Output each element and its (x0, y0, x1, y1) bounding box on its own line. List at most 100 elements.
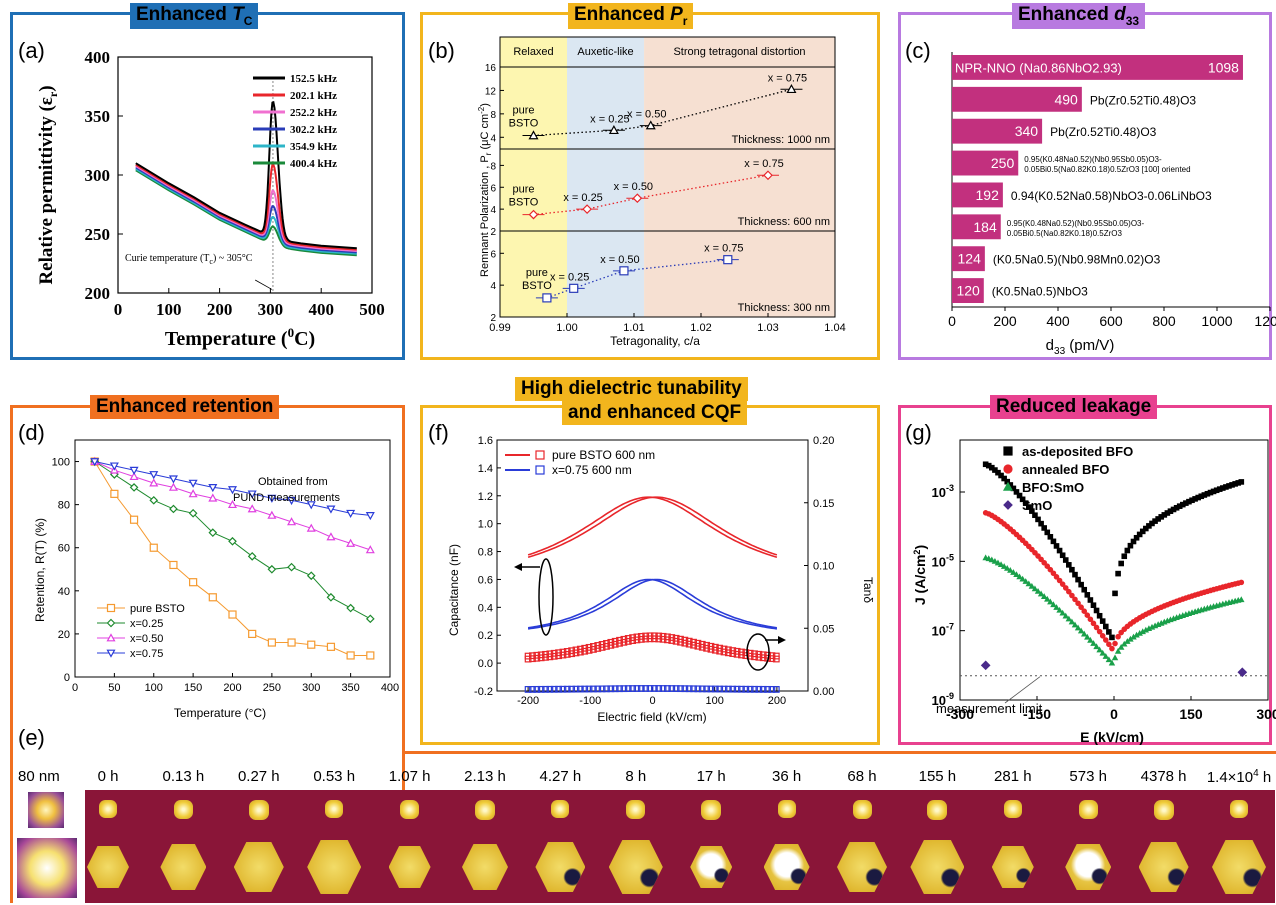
chart-f-xtick-label: 0 (649, 695, 655, 707)
chart-c-bar-material: 0.95(K0.48Na0.52)(Nb0.95Sb0.05)O3- (1007, 219, 1145, 228)
chart-f-tan-point (581, 685, 589, 693)
chart-g-point (1038, 556, 1044, 563)
panel-b-label: (b) (428, 38, 455, 63)
pfm-time-label: 68 h (847, 768, 877, 785)
chart-c-bar-material: (K0.5Na0.5)NbO3 (992, 285, 1088, 299)
chart-f-tan-point (581, 647, 589, 655)
chart-g-point (1109, 645, 1115, 652)
chart-f-tan-point (764, 685, 771, 693)
chart-g-point (1117, 643, 1125, 650)
chart-f-legend-label: x=0.75 600 nm (552, 463, 632, 477)
chart-g-point (1081, 630, 1088, 637)
chart-d-point (168, 482, 178, 491)
pfm-time-label: 0.27 h (237, 768, 280, 785)
chart-f-tan-point (759, 685, 767, 693)
chart-b-point (569, 283, 579, 293)
chart-d-point (267, 510, 277, 519)
chart-b-ytick-label: 2 (490, 313, 496, 324)
chart-f-arrowhead-left (514, 563, 522, 571)
pfm-domain-small (1153, 800, 1174, 820)
panel-d-label: (d) (18, 420, 45, 445)
chart-a-series-line (135, 166, 357, 254)
chart-d-point (306, 523, 316, 532)
chart-a-series-line (135, 163, 357, 251)
chart-g-point (1084, 592, 1091, 598)
chart-b-thickness-label: Thickness: 600 nm (738, 216, 830, 228)
chart-d-point (326, 592, 336, 602)
chart-g-point (1238, 479, 1245, 485)
chart-d-point (326, 642, 336, 651)
chart-b-region-label: Relaxed (513, 46, 553, 58)
chart-f-tan-point (768, 685, 776, 693)
chart-f-ytick-label: 1.6 (478, 435, 493, 447)
chart-f-tan-point (772, 655, 780, 663)
chart-d-point (267, 638, 276, 647)
chart-d-legend-label: x=0.50 (130, 633, 163, 645)
pfm-domain-large (910, 840, 965, 894)
chart-f-tan-point (746, 685, 754, 693)
chart-g-point (1112, 590, 1118, 597)
chart-f-tan-point (733, 685, 741, 693)
chart-g-legend-marker (1003, 500, 1013, 510)
chart-f-arrowhead-right (778, 636, 786, 644)
chart-d-legend-marker (106, 649, 116, 658)
pfm-time-label: 1.07 h (388, 768, 431, 785)
chart-g-point (1118, 629, 1124, 636)
chart-f-tan-point (572, 685, 580, 693)
chart-f-legend-label: pure BSTO 600 nm (552, 448, 655, 462)
chart-f-tan-point (711, 685, 719, 693)
chart-f-tan-point (590, 646, 597, 653)
pfm-domain-small (1230, 800, 1248, 818)
chart-d-point (149, 495, 159, 505)
chart-g-point (1099, 618, 1106, 624)
chart-f-tan-point (720, 648, 728, 656)
chart-a-series-line (135, 165, 357, 252)
chart-f-tan-point (576, 648, 584, 656)
chart-c-bar-value: 250 (991, 155, 1015, 171)
chart-f-tan-point (772, 686, 780, 693)
chart-f-tan-point (537, 654, 545, 662)
panel-g-title: Reduced leakage (990, 395, 1158, 419)
chart-b-ytick-label: 4 (490, 281, 496, 292)
chart-d-point (208, 493, 218, 502)
pfm-last-time-unit: h (1258, 769, 1272, 786)
pfm-scale-label: 80 nm (18, 768, 60, 785)
chart-b-xtick-label: 0.99 (489, 322, 510, 334)
chart-f-xlabel: Electric field (kV/cm) (597, 710, 706, 724)
chart-d-xtick-label: 250 (263, 682, 281, 694)
chart-d-legend-label: pure BSTO (130, 603, 185, 615)
chart-b-ytick-label: 6 (490, 183, 496, 194)
pfm-domain-small (852, 800, 872, 819)
chart-f-tan-point (633, 636, 641, 644)
pfm-domain-large (462, 844, 508, 890)
chart-b-xtick-label: 1.02 (690, 322, 711, 334)
chart-g-point (997, 561, 1005, 568)
chart-f-tan-point (711, 646, 719, 654)
chart-c-bar (952, 246, 985, 272)
chart-f-tan-point (529, 655, 536, 663)
chart-f-legend-marker (535, 450, 545, 460)
chart-g-xtick-label: 0 (1110, 706, 1118, 722)
chart-g-ytick-label: 10-7 (932, 622, 954, 639)
chart-g-point (980, 660, 991, 671)
chart-d-xlabel: Temperature (°C) (174, 706, 266, 720)
chart-d-point (169, 504, 178, 514)
chart-g-point (1047, 598, 1054, 605)
chart-g-point (1118, 560, 1124, 567)
chart-d-legend-marker (106, 618, 116, 628)
chart-f-tan-point (616, 685, 623, 693)
chart-g-point (1025, 504, 1032, 510)
pfm-time-label: 17 h (696, 768, 726, 785)
chart-a-legend-label: 202.1 kHz (290, 90, 337, 102)
chart-b-xtick-label: 1.04 (824, 322, 845, 334)
chart-d-annotation-line1: Obtained from (258, 476, 328, 488)
pfm-domain-large (388, 846, 431, 888)
chart-f-tan-point (751, 685, 758, 693)
chart-g-point (1038, 520, 1044, 527)
chart-g-ytick-base: 10 (932, 693, 946, 708)
chart-g-point (1032, 512, 1038, 519)
chart-f-tan-point (546, 685, 554, 693)
chart-c-bar-material: (K0.5Na0.5)(Nb0.98Mn0.02)O3 (993, 253, 1161, 267)
chart-d-point (365, 545, 375, 554)
pfm-domain-large (307, 840, 362, 894)
